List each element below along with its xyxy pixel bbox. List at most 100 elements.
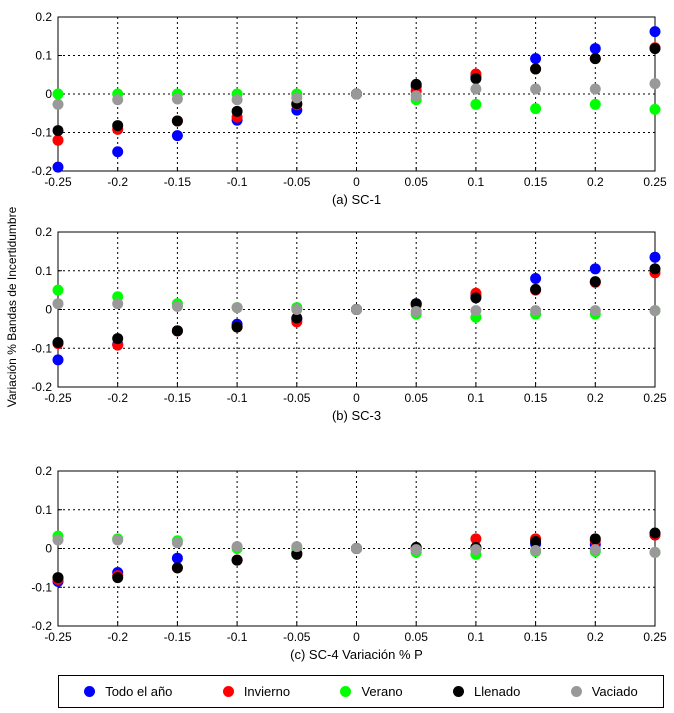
x-tick-label: 0.15 [524, 391, 548, 405]
x-tick-label: 0.15 [524, 630, 548, 644]
data-point [589, 305, 601, 317]
x-tick-label: 0.1 [468, 391, 485, 405]
data-point [351, 304, 362, 315]
y-tick-label: 0 [45, 303, 52, 317]
y-tick-label: 0.2 [35, 464, 52, 478]
data-point [649, 546, 661, 558]
y-axis-label: Variación % Bandas de Incertidumbre [5, 206, 19, 408]
data-point [231, 321, 243, 333]
data-point [52, 88, 64, 100]
legend-label: Llenado [474, 684, 521, 699]
data-point [649, 527, 661, 539]
x-tick-label: -0.1 [227, 391, 248, 405]
x-tick-label: 0 [353, 175, 360, 189]
x-tick-label: -0.1 [227, 630, 248, 644]
data-point [470, 305, 482, 317]
data-point [52, 354, 64, 366]
data-point [470, 533, 482, 545]
legend-marker [84, 686, 96, 697]
data-point [410, 298, 422, 310]
data-point [470, 98, 482, 110]
data-point [530, 103, 542, 115]
x-tick-label: 0.05 [405, 391, 429, 405]
legend-item: Llenado [453, 684, 520, 699]
data-point [470, 83, 482, 95]
x-tick-label: 0.25 [643, 391, 667, 405]
x-tick-label: 0.2 [587, 630, 604, 644]
x-tick-label: -0.25 [44, 175, 72, 189]
data-point [52, 534, 64, 546]
x-tick-label: -0.2 [107, 630, 128, 644]
data-point [649, 305, 661, 317]
legend-marker [570, 686, 582, 697]
data-point [589, 83, 601, 95]
data-point [410, 305, 422, 317]
y-tick-label: 0 [45, 87, 52, 101]
data-point [589, 544, 601, 556]
legend-item: Verano [340, 684, 403, 699]
data-point [112, 146, 124, 158]
data-point [530, 305, 542, 317]
data-point [52, 572, 64, 584]
x-tick-label: -0.1 [227, 175, 248, 189]
y-tick-label: 0.2 [35, 10, 52, 24]
data-point [410, 544, 422, 556]
x-tick-label: 0.25 [643, 175, 667, 189]
data-point [231, 554, 243, 566]
data-point [291, 541, 303, 553]
y-tick-label: -0.2 [31, 380, 52, 394]
x-tick-label: 0 [353, 630, 360, 644]
y-tick-label: 0.1 [35, 49, 52, 63]
data-point [171, 537, 183, 549]
panel-caption: (c) SC-4 Variación % P [290, 647, 423, 662]
legend-label: Invierno [243, 684, 291, 699]
data-point [52, 125, 64, 137]
data-point [649, 263, 661, 275]
y-tick-label: 0.1 [35, 503, 52, 517]
legend-item: Invierno [222, 684, 291, 699]
x-tick-label: -0.25 [44, 630, 72, 644]
legend: Todo el año Invierno Verano Llenado Vaci… [58, 675, 664, 708]
data-point [171, 93, 183, 105]
y-tick-label: -0.2 [31, 619, 52, 633]
y-tick-label: 0 [45, 542, 52, 556]
x-tick-label: 0.05 [405, 630, 429, 644]
data-point [231, 94, 243, 106]
data-point [470, 73, 482, 85]
x-tick-label: 0.1 [468, 175, 485, 189]
x-tick-label: -0.15 [164, 630, 192, 644]
data-point [231, 105, 243, 117]
data-point [470, 544, 482, 556]
data-point [351, 88, 362, 100]
data-point [410, 78, 422, 90]
data-point [291, 312, 303, 324]
data-point [530, 53, 542, 65]
data-point [52, 98, 64, 110]
x-tick-label: 0.1 [468, 630, 485, 644]
data-point [470, 292, 482, 304]
x-tick-label: -0.05 [283, 175, 311, 189]
data-point [530, 63, 542, 75]
panel-caption: (a) SC-1 [332, 192, 381, 207]
data-point [649, 26, 661, 38]
data-point [171, 552, 183, 564]
data-point [291, 304, 303, 315]
data-point [530, 283, 542, 295]
data-point [52, 134, 64, 146]
y-tick-label: 0.1 [35, 264, 52, 278]
x-tick-label: -0.05 [283, 391, 311, 405]
data-point [649, 103, 661, 115]
legend-item: Vaciado [570, 684, 638, 699]
x-tick-label: 0.2 [587, 391, 604, 405]
legend-label: Vaciado [591, 684, 638, 699]
data-point [52, 161, 64, 173]
legend-marker [340, 686, 352, 697]
x-tick-label: -0.15 [164, 391, 192, 405]
x-tick-label: 0.15 [524, 175, 548, 189]
y-tick-label: 0.2 [35, 225, 52, 239]
data-point [171, 130, 183, 142]
data-point [52, 336, 64, 348]
data-point [530, 544, 542, 556]
x-tick-label: 0.05 [405, 175, 429, 189]
legend-label: Todo el año [105, 684, 173, 699]
